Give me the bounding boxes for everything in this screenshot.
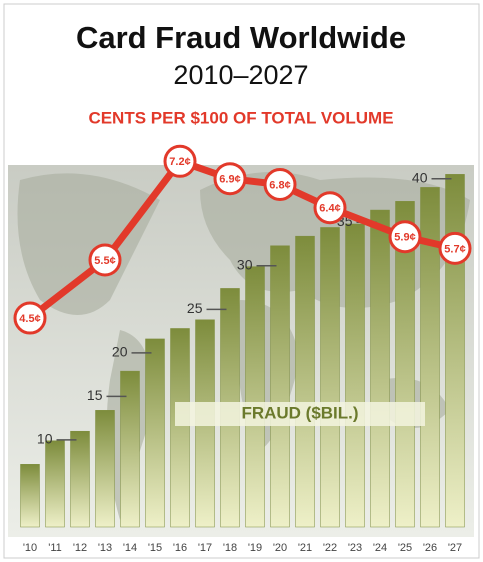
chart-title: Card Fraud Worldwide (76, 20, 406, 55)
x-tick-label: '18 (223, 542, 237, 554)
chart-subtitle: 2010–2027 (173, 60, 308, 90)
y-tick-label: 40 (412, 169, 428, 185)
bar (70, 430, 90, 528)
x-tick-label: '19 (248, 542, 262, 554)
x-tick-label: '27 (448, 542, 462, 554)
line-point (213, 162, 247, 196)
x-tick-label: '26 (423, 542, 437, 554)
x-tick-label: '15 (148, 542, 162, 554)
bar (145, 338, 165, 528)
x-tick-label: '11 (48, 542, 62, 554)
data-label: 5.7¢ (444, 243, 465, 255)
y-tick-label: 15 (87, 387, 103, 403)
x-tick-label: '12 (73, 542, 87, 554)
bar (345, 223, 365, 528)
line-point (438, 231, 472, 265)
bar (20, 464, 40, 528)
bar (395, 201, 415, 528)
data-label: 7.2¢ (169, 156, 190, 168)
bar (245, 266, 265, 528)
bar (320, 227, 340, 528)
x-tick-label: '24 (373, 542, 387, 554)
line-point (88, 243, 122, 277)
x-tick-label: '20 (273, 542, 287, 554)
x-tick-label: '22 (323, 542, 337, 554)
bar (45, 440, 65, 528)
bar (270, 245, 290, 528)
data-label: 6.8¢ (269, 179, 290, 191)
x-tick-label: '25 (398, 542, 412, 554)
line-point (388, 220, 422, 254)
line-point (263, 168, 297, 202)
line-point (163, 144, 197, 178)
x-tick-label: '17 (198, 542, 212, 554)
x-tick-label: '23 (348, 542, 362, 554)
line-point (313, 191, 347, 225)
x-tick-label: '10 (23, 542, 37, 554)
label-band (175, 402, 425, 426)
bar (170, 328, 190, 528)
bar (120, 370, 140, 528)
y-tick-label: 20 (112, 344, 128, 360)
x-tick-label: '14 (123, 542, 137, 554)
data-label: 4.5¢ (19, 313, 40, 325)
data-label: 6.4¢ (319, 203, 340, 215)
bar-series-label: FRAUD ($BIL.) (241, 403, 358, 422)
data-label: 5.9¢ (394, 232, 415, 244)
data-label: 5.5¢ (94, 255, 115, 267)
y-tick-label: 30 (237, 256, 253, 272)
bar (295, 235, 315, 528)
line-point (13, 301, 47, 335)
bar (445, 174, 465, 528)
x-tick-label: '13 (98, 542, 112, 554)
x-tick-label: '16 (173, 542, 187, 554)
y-tick-label: 10 (37, 431, 53, 447)
bar (370, 209, 390, 528)
x-tick-label: '21 (298, 542, 312, 554)
line-axis-label: CENTS PER $100 OF TOTAL VOLUME (88, 108, 393, 127)
data-label: 6.9¢ (219, 174, 240, 186)
bar (95, 410, 115, 528)
bar (420, 187, 440, 528)
y-tick-label: 25 (187, 300, 203, 316)
